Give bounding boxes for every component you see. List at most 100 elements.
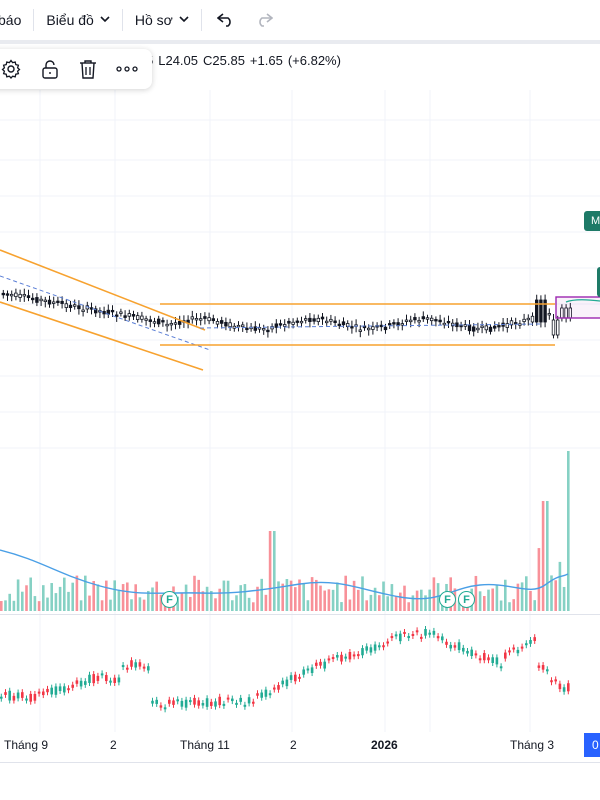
indicator-candle	[226, 697, 230, 700]
undo-button[interactable]	[212, 6, 240, 34]
redo-button[interactable]	[250, 6, 278, 34]
indicator-candle	[306, 668, 310, 671]
volume-bar	[340, 602, 343, 611]
chart-menu-button[interactable]: Biểu đồ	[38, 0, 117, 40]
indicator-candle	[424, 629, 427, 636]
indicator-candle	[382, 645, 385, 648]
price-candle	[228, 322, 232, 328]
pane-divider[interactable]	[0, 614, 600, 615]
indicator-candle	[373, 644, 377, 651]
indicator-candle	[495, 657, 499, 665]
price-tag: M	[584, 211, 600, 231]
indicator-candle	[554, 679, 557, 682]
time-axis-border	[0, 762, 600, 763]
price-candle	[81, 309, 85, 312]
indicator-candle	[336, 655, 339, 658]
price-candle	[350, 326, 354, 329]
volume-bar	[273, 531, 276, 611]
volume-bar	[394, 596, 398, 611]
indicator-candle	[298, 676, 301, 679]
volume-bar	[201, 591, 205, 611]
price-candle	[492, 325, 497, 329]
indicator-candle	[42, 691, 45, 696]
channel-upper-line	[0, 249, 206, 331]
event-marker[interactable]: F	[439, 591, 456, 608]
indicator-candle	[239, 697, 242, 702]
price-candle	[131, 314, 136, 317]
delete-button[interactable]	[75, 56, 101, 82]
volume-bar	[533, 600, 536, 611]
indicator-candle	[310, 667, 314, 674]
volume-bar	[214, 598, 217, 611]
volume-bar	[373, 587, 377, 611]
volume-bar	[516, 583, 520, 611]
toolbar-divider	[33, 9, 35, 31]
price-candle	[43, 299, 47, 303]
price-candle	[505, 323, 509, 328]
volume-bar	[344, 575, 347, 611]
indicator-candle	[390, 636, 394, 639]
volume-bar	[294, 587, 297, 611]
indicator-candle	[533, 637, 536, 641]
indicator-candle	[525, 643, 528, 646]
settings-button[interactable]	[0, 56, 24, 82]
volume-bar	[134, 584, 137, 611]
volume-bar	[264, 594, 268, 611]
indicator-candle	[516, 649, 520, 654]
volume-bar	[205, 586, 209, 611]
toolbar-divider	[200, 9, 202, 31]
volume-bar	[260, 578, 263, 611]
price-candle	[413, 317, 417, 321]
price-candle	[123, 315, 127, 318]
indicator-candle	[189, 700, 192, 703]
event-marker[interactable]: F	[458, 591, 475, 608]
price-candle	[308, 317, 312, 322]
indicator-candle	[403, 631, 406, 634]
volume-bar	[420, 589, 423, 611]
price-candle	[530, 315, 535, 323]
indicator-candle	[281, 680, 284, 685]
time-tag: 0	[584, 733, 600, 757]
volume-bar	[491, 588, 494, 611]
alerts-button[interactable]: báo	[0, 0, 29, 40]
redo-icon	[259, 13, 273, 27]
price-candle	[425, 317, 430, 320]
volume-bar	[109, 599, 112, 611]
indicator-candle	[142, 666, 146, 669]
price-candle	[177, 321, 182, 325]
indicator-candle	[67, 688, 70, 691]
indicator-candle	[558, 683, 562, 690]
indicator-candle	[243, 704, 247, 707]
price-candle	[291, 321, 295, 325]
event-marker[interactable]: F	[161, 591, 178, 608]
indicator-candle	[235, 702, 238, 705]
undo-icon	[216, 13, 231, 27]
price-candle	[287, 320, 291, 324]
lock-button[interactable]	[37, 56, 63, 82]
dashed-trend-line	[0, 275, 211, 351]
indicator-candle	[163, 707, 167, 710]
indicator-candle	[247, 697, 251, 704]
price-chart[interactable]	[0, 44, 600, 764]
indicator-candle	[84, 681, 87, 685]
price-candle	[387, 323, 392, 326]
volume-bar	[4, 600, 7, 611]
indicator-candle	[197, 700, 200, 706]
volume-bar	[474, 575, 478, 611]
indicator-candle	[499, 666, 503, 669]
indicator-candle	[218, 696, 221, 706]
volume-bar	[348, 599, 352, 611]
price-candle	[547, 313, 551, 316]
price-candle	[556, 319, 560, 336]
indicator-candle	[33, 693, 37, 701]
more-button[interactable]	[114, 56, 140, 82]
indicator-candle	[96, 675, 100, 681]
volume-bar	[407, 602, 410, 611]
indicator-candle	[529, 639, 532, 644]
price-candle	[535, 299, 539, 323]
profile-menu-button[interactable]: Hồ sơ	[127, 0, 197, 40]
volume-bar	[100, 600, 104, 611]
indicator-candle	[340, 654, 343, 662]
volume-bar	[63, 577, 66, 611]
